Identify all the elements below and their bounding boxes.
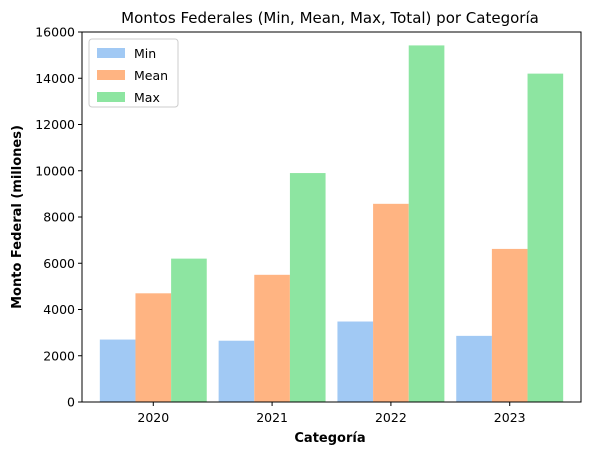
bar-max-2021 — [289, 173, 326, 402]
y-tick-label: 14000 — [35, 71, 75, 86]
bar-mean-2021 — [254, 274, 290, 402]
y-tick-label: 4000 — [43, 302, 75, 317]
bar-mean-2020 — [135, 293, 172, 402]
legend: Min Mean Max — [88, 38, 179, 108]
legend-swatch-max — [97, 92, 125, 102]
bars-layer — [99, 45, 564, 403]
bar-max-2023 — [527, 73, 564, 403]
bar-mean-2022 — [373, 203, 409, 402]
axes-layer: 0 2000 4000 6000 8000 10000 12000 14000 16000 202… — [35, 25, 582, 425]
x-axis-label: Categoría — [294, 431, 365, 446]
x-tick-label: 2021 — [256, 410, 288, 425]
y-tick-label: 8000 — [43, 210, 75, 225]
x-tick-label: 2020 — [137, 410, 169, 425]
legend-swatch-mean — [97, 70, 125, 80]
bar-min-2021 — [218, 340, 255, 402]
y-tick-label: 6000 — [43, 256, 75, 271]
bar-mean-2023 — [491, 248, 528, 402]
y-tick-label: 16000 — [35, 25, 75, 40]
y-tick-label: 2000 — [43, 348, 75, 363]
legend-label-mean: Mean — [134, 68, 168, 83]
legend-label-min: Min — [134, 46, 156, 61]
legend-label-max: Max — [134, 90, 160, 105]
y-axis-label: Monto Federal (millones) — [10, 125, 25, 309]
bar-min-2020 — [99, 339, 136, 402]
bar-max-2022 — [408, 45, 445, 402]
y-tick-label: 12000 — [35, 117, 75, 132]
bar-min-2022 — [337, 321, 374, 402]
x-tick-label: 2022 — [375, 410, 407, 425]
chart-title: Montos Federales (Min, Mean, Max, Total)… — [121, 9, 539, 27]
bar-max-2020 — [171, 258, 207, 403]
x-tick-label: 2023 — [494, 410, 526, 425]
y-tick-label: 0 — [67, 395, 75, 410]
y-tick-label: 10000 — [35, 163, 75, 178]
bar-min-2023 — [456, 335, 492, 402]
legend-swatch-min — [97, 48, 125, 58]
